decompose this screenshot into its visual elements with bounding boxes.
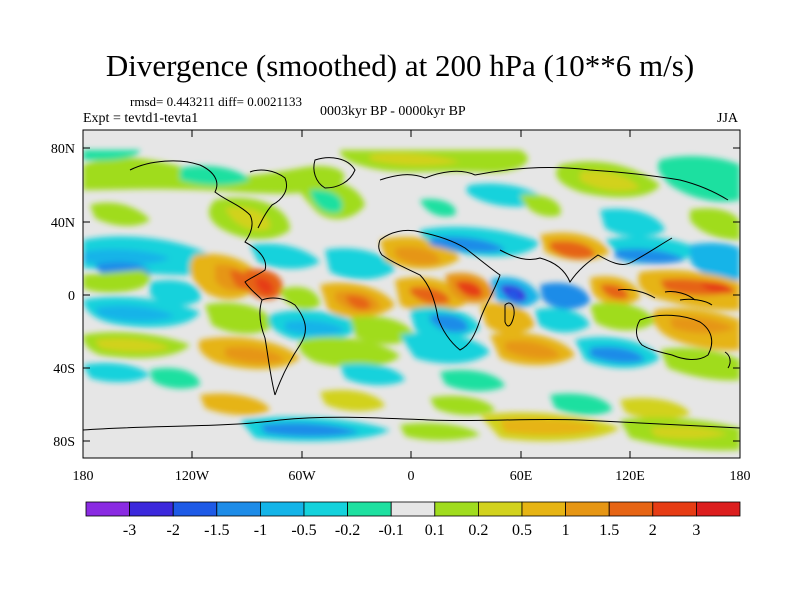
stats-label: rmsd= 0.443211 diff= 0.0021133 — [130, 94, 302, 109]
divergence-field — [83, 150, 740, 451]
greenland-coast — [313, 157, 356, 189]
colorbar-label: -2 — [167, 522, 180, 539]
colorbar-swatch — [303, 501, 348, 517]
colorbar-swatch — [696, 501, 741, 517]
colorbar-label: -0.5 — [291, 522, 316, 539]
period-label: 0003kyr BP - 0000kyr BP — [320, 104, 466, 119]
lon-tick-label: 0 — [408, 469, 415, 484]
north-america-coast — [129, 160, 267, 301]
lon-tick-label: 120W — [175, 469, 210, 484]
south-asia-coast — [499, 237, 673, 284]
coastlines — [83, 157, 740, 431]
antarctica-coast — [83, 416, 740, 431]
lat-tick-label: 80N — [51, 142, 75, 157]
maritime-continent-coast — [617, 289, 713, 306]
lon-tick-label: 180 — [730, 469, 751, 484]
lat-tick-label: 40S — [53, 362, 75, 377]
hudson-coast — [249, 169, 287, 229]
colorbar-swatch — [652, 501, 697, 517]
lat-tick-label: 0 — [68, 289, 75, 304]
lon-tick-label: 60E — [510, 469, 533, 484]
colorbar-label: 0.1 — [425, 522, 445, 539]
south-america-east-coast — [261, 297, 306, 396]
africa-coast — [378, 229, 501, 351]
colorbar-label: 1 — [562, 522, 570, 539]
colorbar-swatch — [565, 501, 610, 517]
colorbar-label: -0.2 — [335, 522, 360, 539]
colorbar-label: -1.5 — [204, 522, 229, 539]
madagascar-coast — [504, 302, 515, 327]
northern-eurasia-coast — [474, 167, 729, 201]
colorbar-label: 2 — [649, 522, 657, 539]
europe-coast — [379, 170, 476, 181]
lat-tick-label: 40N — [51, 216, 75, 231]
map-title: Divergence (smoothed) at 200 hPa (10**6 … — [105, 48, 695, 83]
colorbar-swatch — [172, 501, 218, 517]
colorbar-label: 0.2 — [468, 522, 488, 539]
colorbar-swatch — [347, 501, 392, 517]
colorbar-swatch — [259, 501, 305, 517]
season-label: JJA — [717, 111, 739, 126]
colorbar-swatch — [477, 501, 523, 517]
colorbar-label: -0.1 — [379, 522, 404, 539]
colorbar-label: 3 — [692, 522, 700, 539]
colorbar-swatch — [434, 501, 479, 517]
colorbar-label: -3 — [123, 522, 136, 539]
colorbar-label: 1.5 — [599, 522, 619, 539]
new-zealand-coast — [724, 351, 731, 369]
colorbar-label: 0.5 — [512, 522, 532, 539]
colorbar-swatch — [85, 501, 130, 517]
colorbar-swatch — [129, 501, 174, 517]
experiment-label: Expt = tevtd1-tevta1 — [83, 111, 199, 126]
colorbar-swatch — [521, 501, 566, 517]
lon-tick-label: 60W — [288, 469, 316, 484]
colorbar: -3 -2 -1.5 -1 -0.5 -0.2 -0.1 0.1 0.2 0.5 1 1.5 2 3 — [85, 501, 741, 539]
colorbar-swatch — [216, 501, 261, 517]
colorbar-swatch — [390, 501, 436, 517]
lon-tick-label: 180 — [73, 469, 94, 484]
lat-tick-label: 80S — [53, 435, 75, 450]
colorbar-label: -1 — [254, 522, 267, 539]
axis-ticks — [82, 130, 741, 458]
south-america-west-coast — [259, 299, 276, 396]
australia-coast — [636, 314, 713, 360]
colorbar-swatch — [608, 501, 654, 517]
lon-tick-label: 120E — [615, 469, 645, 484]
